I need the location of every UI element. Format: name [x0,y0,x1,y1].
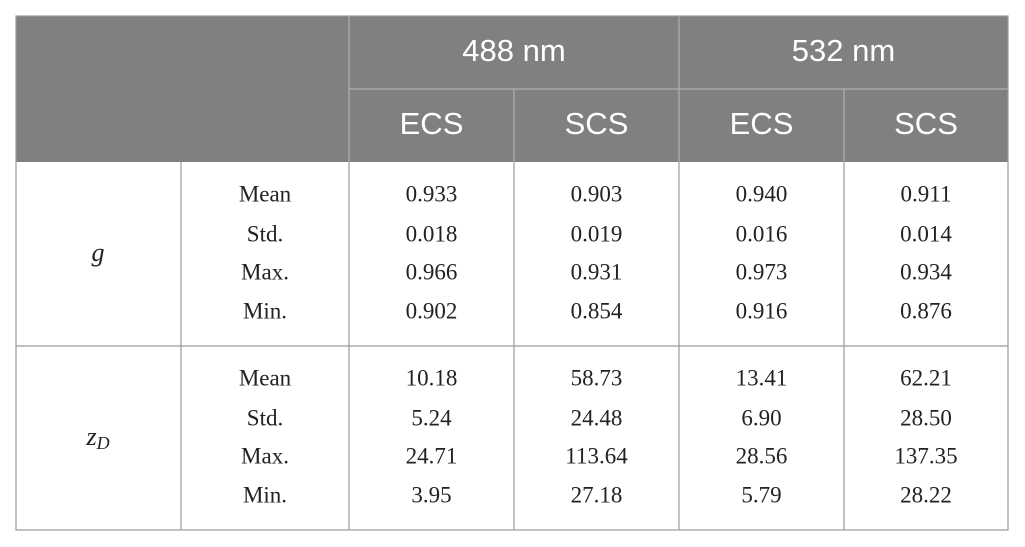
cell-value: 0.973 [736,259,788,284]
cell-value: 0.014 [900,221,952,246]
cell-value: 0.940 [736,181,788,206]
stat-label: Std. [247,221,283,246]
cell-value: 0.966 [406,259,458,284]
cell-value: 58.73 [571,365,623,390]
cell-value: 5.79 [741,482,781,507]
stat-label: Min. [243,298,287,323]
symbol: g [92,238,105,267]
cell-value: 0.933 [406,181,458,206]
cell-value: 113.64 [565,443,628,468]
body-lines [15,15,1009,531]
cell-value: 24.71 [406,443,458,468]
cell-value: 6.90 [741,405,781,430]
stat-label: Max. [241,259,289,284]
cell-value: 28.56 [736,443,788,468]
cell-value: 24.48 [571,405,623,430]
stat-label: Max. [241,443,289,468]
cell-value: 137.35 [894,443,957,468]
column-header: SCS [565,106,629,141]
cell-value: 0.903 [571,181,623,206]
cell-value: 0.916 [736,298,788,323]
column-header: SCS [894,106,958,141]
group-header: 488 nm [462,33,565,68]
header-lines [348,16,1008,162]
symbol: z [85,422,96,451]
cell-value: 13.41 [736,365,788,390]
cell-value: 62.21 [900,365,952,390]
cell-value: 0.018 [406,221,458,246]
stat-label: Mean [239,365,292,390]
parameter-symbol: zD [85,422,109,453]
stat-label: Mean [239,181,292,206]
column-header: ECS [400,106,464,141]
cell-value: 28.50 [900,405,952,430]
cell-value: 28.22 [900,482,952,507]
cell-value: 3.95 [411,482,451,507]
cell-value: 0.876 [900,298,952,323]
cell-value: 0.931 [571,259,623,284]
cell-value: 0.854 [571,298,623,323]
cell-value: 0.016 [736,221,788,246]
group-header: 532 nm [792,33,895,68]
parameter-symbol: g [92,238,105,267]
stat-label: Std. [247,405,283,430]
cell-value: 5.24 [411,405,452,430]
cell-value: 0.019 [571,221,623,246]
subscript: D [96,433,110,453]
cell-value: 0.902 [406,298,458,323]
cell-value: 0.934 [900,259,952,284]
cell-value: 27.18 [571,482,623,507]
cell-value: 10.18 [406,365,458,390]
column-header: ECS [730,106,794,141]
cell-value: 0.911 [901,181,952,206]
stat-label: Min. [243,482,287,507]
